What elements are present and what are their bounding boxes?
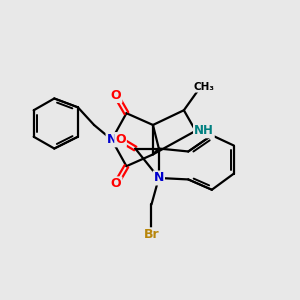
Text: CH₃: CH₃ bbox=[194, 82, 215, 92]
Text: O: O bbox=[111, 89, 122, 102]
Text: O: O bbox=[115, 133, 126, 146]
Text: NH: NH bbox=[194, 124, 214, 137]
Text: N: N bbox=[106, 133, 117, 146]
Text: Br: Br bbox=[144, 228, 159, 241]
Text: N: N bbox=[154, 172, 164, 184]
Text: O: O bbox=[111, 177, 122, 190]
